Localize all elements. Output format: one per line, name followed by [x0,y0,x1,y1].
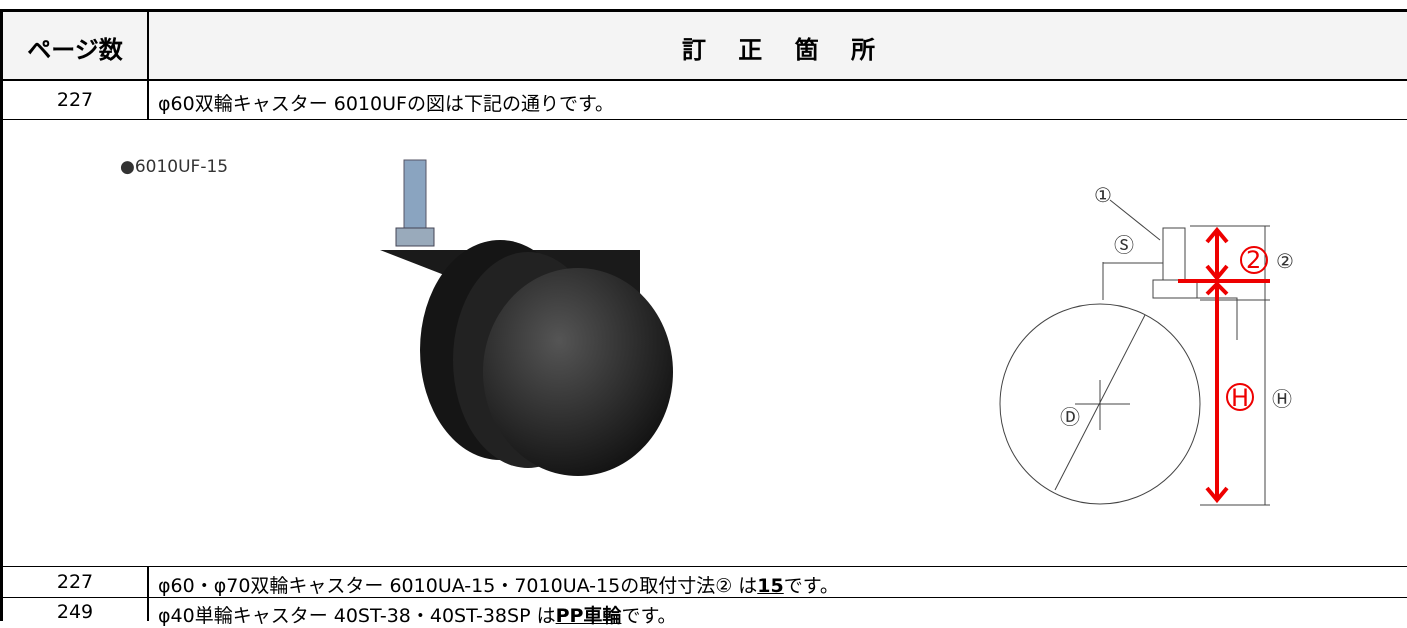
header-cell: 訂 正 箇 所 [681,36,876,64]
rule [0,566,1407,567]
rule [0,9,1407,12]
header-bg [0,10,1407,80]
text: です。 [783,575,839,597]
text: 15 [757,575,784,597]
diagram-label: 2 [1246,246,1261,274]
correction-text: φ60双輪キャスター 6010UFの図は下記の通りです。 [158,89,614,116]
dimension-diagram [999,199,1270,506]
text: φ60双輪キャスター 6010UFの図は下記の通りです。 [158,93,615,115]
red-annotation [1178,226,1270,504]
figure: ① Ⓢ 2 ② H Ⓗ Ⓓ [380,159,1294,506]
rule [0,79,1407,81]
correction-text: φ40単輪キャスター 40ST-38・40ST-38SP はPP車輪です。 [158,601,677,628]
figure-caption: ●6010UF-15 [120,157,229,177]
diagram-label: Ⓗ [1272,387,1292,411]
page-number: 249 [56,601,94,623]
page-number: 227 [56,571,94,593]
page-number: 227 [56,89,94,111]
caster-photo [380,159,673,476]
rule [0,119,1407,120]
text: φ40単輪キャスター 40ST-38・40ST-38SP は [158,605,556,627]
rule [147,9,149,120]
correction-text: φ60・φ70双輪キャスター 6010UA-15・7010UA-15の取付寸法②… [158,571,839,598]
diagram-label: ② [1276,249,1294,273]
diagram-label: Ⓢ [1114,233,1134,257]
text: PP車輪 [555,605,622,627]
rule [0,597,1407,598]
rule [0,9,3,621]
diagram-label: ① [1094,183,1112,207]
header-cell: ページ数 [27,36,123,64]
rule [147,566,149,621]
diagram-label: Ⓓ [1060,405,1080,429]
text: φ60・φ70双輪キャスター 6010UA-15・7010UA-15の取付寸法②… [158,575,758,597]
text: です。 [621,605,677,627]
diagram-label: H [1231,384,1249,412]
